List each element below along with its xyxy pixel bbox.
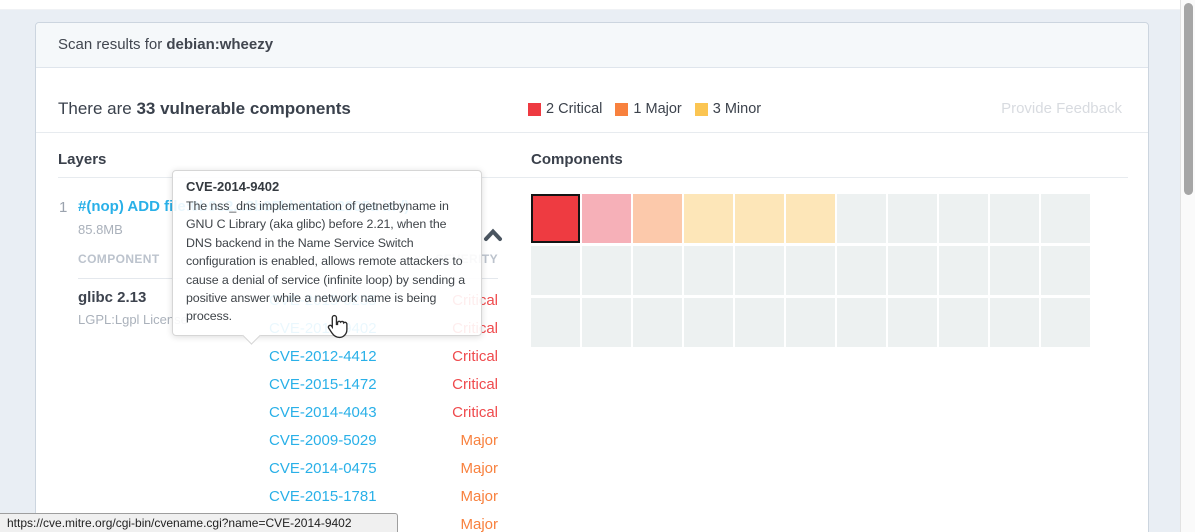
component-cell-none[interactable] [939, 298, 988, 347]
browser-top-strip [0, 0, 1180, 10]
component-cell-none[interactable] [531, 246, 580, 295]
heading-divider [58, 177, 1128, 178]
severity-label: Critical [452, 376, 498, 393]
component-column-header: COMPONENT [78, 252, 160, 266]
component-cell-minor[interactable] [735, 194, 784, 243]
cve-tooltip-description: The nss_dns implementation of getnetbyna… [186, 199, 466, 324]
cve-tooltip-title: CVE-2014-9402 [186, 179, 280, 194]
cve-link[interactable]: CVE-2015-1781 [269, 488, 377, 505]
legend-label: 3 Minor [712, 101, 762, 117]
legend-item-major: 1 Major [615, 101, 682, 117]
severity-label: Critical [452, 404, 498, 421]
summary-count: 33 vulnerable components [136, 99, 351, 118]
component-cell-major[interactable] [633, 194, 682, 243]
component-cell-none[interactable] [786, 246, 835, 295]
card-title-prefix: Scan results for [58, 36, 167, 53]
vulnerability-row: CVE-2014-4043 Critical [78, 399, 498, 427]
component-name: glibc 2.13 [78, 289, 147, 306]
cve-link[interactable]: CVE-2009-5029 [269, 432, 377, 449]
component-cell-none[interactable] [582, 246, 631, 295]
component-cell-none[interactable] [735, 298, 784, 347]
severity-legend: 2 Critical 1 Major 3 Minor [528, 101, 761, 117]
cve-link[interactable]: CVE-2015-1472 [269, 376, 377, 393]
major-swatch-icon [615, 102, 629, 116]
layer-number: 1 [59, 199, 68, 216]
component-cell-none[interactable] [837, 246, 886, 295]
component-cell-none[interactable] [786, 298, 835, 347]
components-heatmap [531, 194, 1090, 347]
component-license: LGPL:Lgpl License [78, 312, 188, 327]
card-title-image-name: debian:wheezy [166, 36, 274, 53]
component-cell-none[interactable] [531, 298, 580, 347]
component-cell-none[interactable] [684, 246, 733, 295]
component-cell-none[interactable] [633, 298, 682, 347]
cve-link[interactable]: CVE-2012-4412 [269, 348, 377, 365]
legend-item-critical: 2 Critical [528, 101, 602, 117]
legend-label: 1 Major [633, 101, 682, 117]
legend-item-minor: 3 Minor [694, 101, 762, 117]
component-cell-none[interactable] [735, 246, 784, 295]
severity-label: Critical [452, 348, 498, 365]
mouse-pointer-cursor [326, 314, 349, 344]
component-cell-none[interactable] [684, 298, 733, 347]
provide-feedback-link[interactable]: Provide Feedback [1001, 100, 1122, 117]
component-cell-none[interactable] [888, 298, 937, 347]
scrollbar-thumb[interactable] [1184, 3, 1193, 195]
component-cell-minor[interactable] [786, 194, 835, 243]
cve-tooltip: CVE-2014-9402 The nss_dns implementation… [172, 170, 482, 346]
collapse-layer-button[interactable] [482, 228, 504, 244]
component-cell-none[interactable] [1041, 194, 1090, 243]
component-cell-minor[interactable] [684, 194, 733, 243]
summary-prefix: There are [58, 99, 137, 118]
component-cell-none[interactable] [633, 246, 682, 295]
components-heading: Components [531, 151, 623, 168]
layer-size: 85.8MB [78, 222, 123, 237]
scrollbar-track[interactable] [1180, 0, 1195, 532]
scan-results-card: Scan results for debian:wheezy There are… [35, 22, 1149, 532]
minor-swatch-icon [694, 102, 708, 116]
layers-heading: Layers [58, 151, 107, 168]
vulnerability-row: CVE-2014-0475 Major [78, 455, 498, 483]
vulnerability-row: CVE-2012-4412 Critical [78, 343, 498, 371]
component-cell-none[interactable] [990, 298, 1039, 347]
vulnerability-row: CVE-2015-1472 Critical [78, 371, 498, 399]
component-cell-none[interactable] [939, 246, 988, 295]
legend-label: 2 Critical [546, 101, 603, 117]
severity-label: Major [460, 488, 498, 505]
severity-label: Major [460, 432, 498, 449]
chevron-up-icon [483, 228, 503, 245]
vulnerability-row: CVE-2009-5029 Major [78, 427, 498, 455]
component-cell-critical-selected[interactable] [531, 194, 580, 243]
component-cell-none[interactable] [990, 246, 1039, 295]
component-cell-none[interactable] [1041, 246, 1090, 295]
vulnerability-row: Major [78, 511, 498, 532]
card-title: Scan results for debian:wheezy [36, 23, 1148, 68]
vulnerable-components-summary: There are 33 vulnerable components [58, 99, 351, 119]
component-cell-none[interactable] [990, 194, 1039, 243]
component-cell-none[interactable] [939, 194, 988, 243]
browser-status-bar: https://cve.mitre.org/cgi-bin/cvename.cg… [0, 513, 398, 532]
severity-label: Major [460, 516, 498, 532]
component-cell-critical[interactable] [582, 194, 631, 243]
severity-label: Major [460, 460, 498, 477]
summary-row: There are 33 vulnerable components 2 Cri… [36, 68, 1148, 133]
cve-link[interactable]: CVE-2014-4043 [269, 404, 377, 421]
cve-link[interactable]: CVE-2014-0475 [269, 460, 377, 477]
component-cell-none[interactable] [837, 194, 886, 243]
component-cell-none[interactable] [1041, 298, 1090, 347]
component-cell-none[interactable] [888, 246, 937, 295]
component-cell-none[interactable] [888, 194, 937, 243]
component-cell-none[interactable] [582, 298, 631, 347]
component-cell-none[interactable] [837, 298, 886, 347]
critical-swatch-icon [528, 102, 541, 116]
vulnerability-row: CVE-2015-1781 Major [78, 483, 498, 511]
